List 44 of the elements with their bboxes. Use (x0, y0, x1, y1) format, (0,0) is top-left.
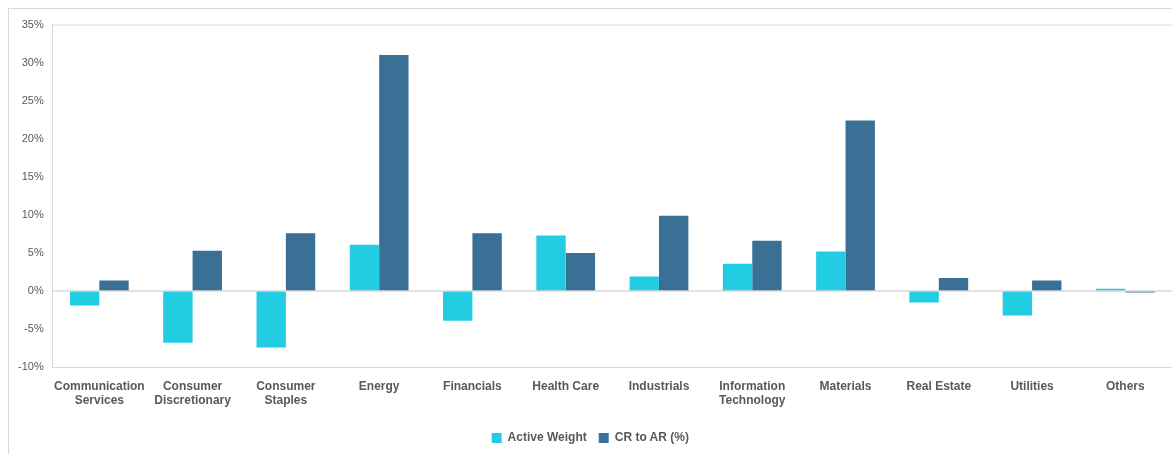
bar (658, 215, 689, 292)
bar (192, 250, 222, 292)
bar (285, 233, 316, 292)
y-tick-label: 15% (21, 169, 44, 182)
y-tick-label: 35% (21, 17, 44, 30)
bar (752, 240, 782, 292)
y-tick-label: -5% (24, 322, 44, 335)
bar (722, 263, 753, 292)
y-tick-label: -10% (17, 360, 44, 373)
x-tick-label: Utilities (1010, 378, 1055, 393)
x-tick-label: Information Technology (719, 378, 786, 408)
bar (816, 251, 846, 292)
x-tick-label: Materials (819, 378, 872, 393)
y-tick-label: 0% (27, 284, 44, 297)
bar (69, 291, 100, 306)
bar (472, 233, 502, 292)
bar (565, 253, 596, 292)
y-tick-label: 25% (21, 93, 44, 106)
y-tick-label: 10% (21, 207, 44, 220)
legend-label: CR to AR (%) (614, 430, 689, 445)
y-tick-label: 5% (27, 246, 44, 259)
bar (99, 280, 129, 292)
bar (938, 278, 969, 292)
y-tick-label: 20% (21, 131, 44, 144)
x-tick-label: Consumer Staples (256, 378, 316, 408)
x-tick-label: Others (1106, 378, 1146, 393)
bar (443, 291, 473, 321)
bar (349, 244, 380, 292)
y-tick-label: 30% (21, 55, 44, 68)
x-tick-label: Real Estate (906, 378, 972, 393)
x-tick-label: Health Care (532, 378, 600, 393)
x-tick-label: Communication Services (53, 378, 145, 408)
x-tick-label: Energy (358, 378, 400, 393)
bar (163, 291, 193, 343)
legend-label: Active Weight (507, 430, 587, 445)
bar (1032, 280, 1062, 292)
bar (536, 235, 566, 292)
x-tick-label: Financials (443, 378, 503, 393)
bar (379, 55, 409, 292)
bar (256, 291, 286, 348)
x-tick-label: Industrials (628, 378, 690, 393)
bar (1002, 291, 1033, 316)
x-tick-label: Consumer Discretionary (154, 378, 232, 408)
bar (845, 120, 875, 292)
